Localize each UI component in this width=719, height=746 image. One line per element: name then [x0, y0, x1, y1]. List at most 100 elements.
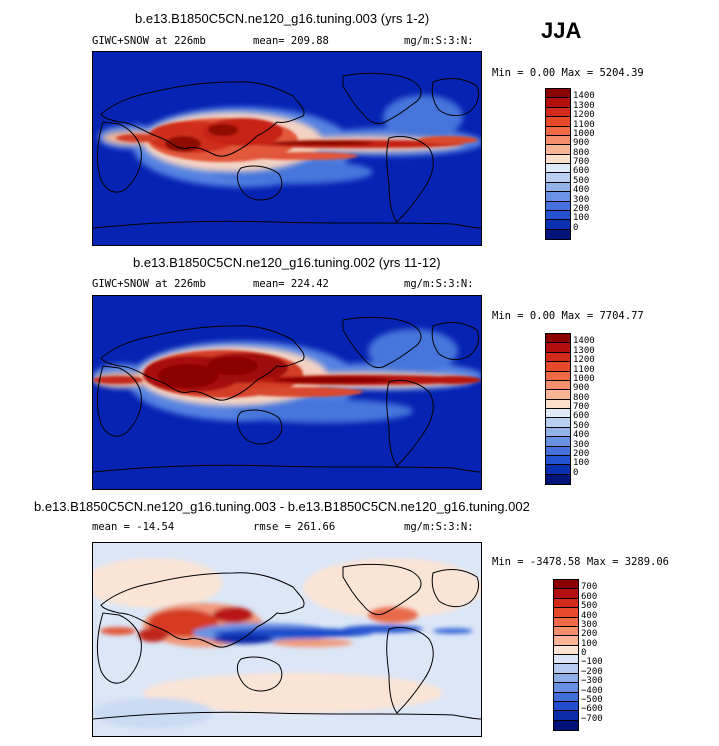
colorbar-box	[546, 164, 570, 174]
colorbar-tick-label: 500	[573, 175, 590, 186]
panel-bottom-colorbar-boxes	[553, 579, 579, 731]
colorbar-box	[546, 362, 570, 372]
colorbar-box	[546, 455, 570, 466]
colorbar-box	[554, 673, 578, 684]
panel-middle-mean-label: mean= 224.42	[253, 278, 329, 290]
panel-bottom-mean-label: mean = -14.54	[92, 521, 175, 533]
colorbar-tick-label: 100	[581, 638, 598, 649]
panel-bottom-map-canvas	[93, 543, 481, 736]
colorbar-box	[546, 154, 570, 164]
colorbar-tick-label: 0	[573, 222, 579, 233]
panel-top-map-canvas	[93, 52, 481, 245]
colorbar-tick-label: 200	[573, 448, 590, 459]
colorbar-tick-label: 600	[573, 166, 590, 177]
colorbar-box	[554, 655, 578, 665]
colorbar-tick-label: 700	[573, 402, 590, 412]
colorbar-tick-label: 400	[581, 610, 598, 621]
colorbar-tick-label: 1400	[573, 91, 595, 102]
colorbar-box	[546, 210, 570, 221]
panel-middle-variable-label: GIWC+SNOW at 226mb	[92, 278, 206, 290]
colorbar-tick-label: 1300	[573, 345, 595, 356]
colorbar-tick-label: 700	[573, 157, 590, 167]
colorbar-box	[546, 135, 570, 146]
colorbar-box	[546, 390, 570, 400]
colorbar-box	[554, 580, 578, 590]
panel-top-minmax-label: Min = 0.00 Max = 5204.39	[492, 67, 644, 79]
colorbar-tick-label: 900	[573, 138, 590, 149]
panel-middle-units-label: mg/m:S:3:N:	[404, 278, 474, 290]
colorbar-box	[554, 664, 578, 674]
colorbar-box	[554, 589, 578, 599]
colorbar-box	[554, 720, 578, 730]
colorbar-tick-label: 0	[581, 648, 587, 658]
colorbar-box	[546, 474, 570, 484]
panel-middle-map	[92, 295, 482, 490]
panel-top-units-label: mg/m:S:3:N:	[404, 35, 474, 47]
panel-bottom-map	[92, 542, 482, 737]
colorbar-tick-label: 600	[573, 411, 590, 422]
colorbar-tick-label: 900	[573, 383, 590, 394]
colorbar-tick-label: 300	[581, 619, 598, 630]
colorbar-tick-label: 400	[573, 185, 590, 196]
panel-bottom-units-label: mg/m:S:3:N:	[404, 521, 474, 533]
colorbar-tick-label: 100	[573, 213, 590, 224]
colorbar-box	[554, 598, 578, 609]
colorbar-box	[554, 636, 578, 646]
colorbar-tick-label: 800	[573, 392, 590, 403]
colorbar-box	[546, 98, 570, 108]
colorbar-box	[546, 126, 570, 136]
colorbar-box	[554, 626, 578, 637]
colorbar-box	[554, 683, 578, 693]
panel-top-colorbar-boxes	[545, 88, 571, 240]
colorbar-tick-label: 1400	[573, 336, 595, 347]
colorbar-box	[546, 89, 570, 99]
panel-middle-title: b.e13.B1850C5CN.ne120_g16.tuning.002 (yr…	[133, 255, 441, 270]
colorbar-tick-label: 100	[573, 458, 590, 469]
colorbar-tick-label: −600	[581, 704, 603, 715]
panel-top-title: b.e13.B1850C5CN.ne120_g16.tuning.003 (yr…	[135, 11, 430, 26]
colorbar-tick-label: 1000	[573, 373, 595, 384]
colorbar-tick-label: −400	[581, 685, 603, 696]
colorbar-box	[546, 380, 570, 391]
colorbar-tick-label: 800	[573, 147, 590, 158]
colorbar-tick-label: 200	[573, 203, 590, 214]
colorbar-tick-label: 1300	[573, 100, 595, 111]
colorbar-box	[546, 192, 570, 202]
panel-top-variable-label: GIWC+SNOW at 226mb	[92, 35, 206, 47]
colorbar-box	[546, 145, 570, 155]
colorbar-box	[546, 229, 570, 239]
panel-bottom-minmax-label: Min = -3478.58 Max = 3289.06	[492, 556, 670, 568]
colorbar-tick-label: 500	[573, 420, 590, 431]
colorbar-box	[546, 107, 570, 118]
colorbar-tick-label: −700	[581, 713, 603, 724]
colorbar-box	[546, 334, 570, 344]
colorbar-tick-label: 200	[581, 629, 598, 640]
colorbar-tick-label: 1100	[573, 364, 595, 375]
colorbar-box	[554, 617, 578, 627]
colorbar-tick-label: 700	[581, 582, 598, 593]
colorbar-tick-label: 1000	[573, 128, 595, 139]
colorbar-box	[546, 343, 570, 353]
colorbar-tick-label: −200	[581, 666, 603, 677]
colorbar-tick-label: 1100	[573, 119, 595, 130]
colorbar-box	[554, 701, 578, 712]
colorbar-box	[554, 645, 578, 655]
colorbar-tick-label: 0	[573, 467, 579, 478]
panel-middle-minmax-label: Min = 0.00 Max = 7704.77	[492, 310, 644, 322]
colorbar-box	[546, 446, 570, 456]
colorbar-box	[546, 465, 570, 475]
colorbar-box	[546, 371, 570, 381]
colorbar-box	[546, 352, 570, 363]
colorbar-box	[546, 409, 570, 419]
colorbar-tick-label: 1200	[573, 355, 595, 366]
colorbar-box	[546, 437, 570, 447]
colorbar-tick-label: 500	[581, 601, 598, 612]
colorbar-tick-label: 400	[573, 430, 590, 441]
colorbar-box	[554, 711, 578, 721]
colorbar-box	[546, 182, 570, 193]
panel-bottom-title: b.e13.B1850C5CN.ne120_g16.tuning.003 - b…	[34, 499, 530, 514]
colorbar-box	[546, 427, 570, 438]
colorbar-tick-label: 600	[581, 591, 598, 602]
panel-top-map	[92, 51, 482, 246]
season-label: JJA	[541, 18, 582, 43]
